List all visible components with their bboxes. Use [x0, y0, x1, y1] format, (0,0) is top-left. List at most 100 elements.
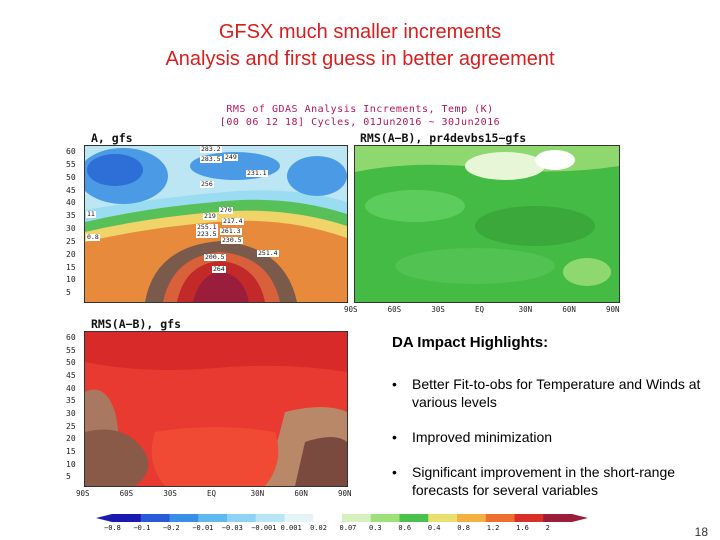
y-tick-label: 20	[66, 249, 76, 259]
colorbar-label: 0.001	[280, 524, 302, 532]
x-tick-label: 90N	[606, 305, 620, 314]
contour-label: 270	[219, 206, 233, 214]
y-tick-label: 25	[66, 421, 76, 431]
colorbar-label: −0.2	[162, 524, 180, 532]
colorbar-segment	[342, 514, 372, 522]
y-tick-label: 15	[66, 447, 76, 456]
highlights-box: DA Impact Highlights: • Better Fit-to-obs…	[392, 334, 712, 516]
highlight-bullet: • Significant improvement in the short-ra…	[392, 464, 676, 498]
colorbar-segment	[457, 514, 487, 522]
x-tick-label: 30S	[163, 489, 177, 498]
figure-header-line2: [00 06 12 18] Cycles, 01Jun2016 ~ 30Jun2…	[219, 117, 501, 128]
panel-c-plot	[84, 331, 348, 487]
colorbar-label: 0.6	[398, 524, 412, 532]
y-tick-label: 35	[66, 211, 76, 221]
colorbar-label: 1.6	[516, 524, 529, 532]
colorbar-label: −0.001	[251, 524, 277, 532]
colorbar-segment	[255, 514, 285, 522]
contour-label: 200.5	[204, 253, 226, 261]
y-tick-label: 55	[66, 345, 76, 355]
x-tick-label: 90N	[338, 489, 352, 498]
x-tick-label: 90S	[76, 489, 90, 498]
colorbar-segment	[428, 514, 458, 522]
y-tick-label: 5	[66, 288, 71, 298]
colorbar-right-arrow	[572, 514, 588, 522]
contour-label: 261.3	[220, 227, 242, 235]
colorbar-label: 0.3	[368, 524, 382, 532]
y-tick-label: 35	[66, 396, 76, 406]
x-tick-label: 60S	[387, 305, 402, 314]
colorbar-label: 1.2	[486, 524, 500, 532]
contour-label: 256	[200, 180, 214, 188]
colorbar-segment	[169, 514, 199, 522]
figure-header-line1: RMS of GDAS Analysis Increments, Temp (K…	[226, 104, 494, 115]
contour-label: 249	[224, 153, 238, 161]
y-tick-label: 15	[66, 262, 76, 272]
y-tick-label: 5	[66, 472, 71, 482]
contour-label: 231.1	[246, 169, 268, 177]
y-tick-label: 55	[66, 159, 76, 169]
colorbar-label: 0.8	[457, 524, 470, 532]
colorbar-segment	[112, 514, 142, 522]
contour-label: 0.8	[86, 233, 100, 241]
highlights-title: DA Impact Highlights:	[392, 334, 549, 351]
x-tick-label: 30N	[250, 489, 265, 498]
x-tick-label: 30S	[431, 305, 445, 314]
colorbar-segment	[485, 514, 515, 522]
y-tick-label: 20	[66, 434, 76, 444]
colorbar	[96, 514, 588, 522]
contour-label: 217.4	[222, 217, 244, 225]
panel-c-title: RMS(A−B), gfs	[91, 317, 182, 331]
y-tick-label: 60	[66, 333, 76, 342]
y-tick-label: 10	[66, 275, 76, 285]
contour-label: 283.5	[200, 155, 222, 163]
colorbar-segment	[140, 514, 170, 522]
contour-label: 219	[203, 212, 217, 220]
colorbar-segment	[514, 514, 544, 522]
highlight-bullet: • Improved minimization	[392, 429, 553, 445]
contour-label: 230.5	[221, 236, 243, 244]
y-tick-label: 30	[66, 409, 76, 418]
colorbar-label: 2	[545, 524, 550, 532]
x-tick-label: 60N	[294, 489, 308, 498]
colorbar-label: 0.07	[339, 524, 357, 532]
y-tick-label: 45	[66, 371, 76, 380]
colorbar-label: −0.8	[104, 524, 121, 532]
y-tick-label: 40	[66, 198, 76, 208]
colorbar-segment	[543, 514, 573, 522]
colorbar-label: −0.01	[192, 524, 214, 532]
x-tick-label: EQ	[207, 489, 217, 498]
highlight-bullet: • Better Fit-to-obs for Temperature and W…	[392, 376, 701, 410]
colorbar-segment	[313, 514, 343, 522]
colorbar-segment	[370, 514, 400, 522]
contour-label: 264	[212, 265, 226, 273]
page-number: 18	[694, 525, 708, 539]
panel-a-title: A, gfs	[91, 131, 133, 145]
contour-label: 11	[86, 210, 96, 218]
y-tick-label: 50	[66, 172, 76, 182]
x-tick-label: 60N	[562, 305, 576, 314]
colorbar-segment	[399, 514, 429, 522]
x-tick-label: 30N	[518, 305, 533, 314]
slide-title-line1: GFSX much smaller increments	[218, 21, 502, 43]
x-tick-label: 90S	[344, 305, 358, 314]
panel-b-plot	[354, 145, 620, 303]
colorbar-label: −0.03	[221, 524, 243, 532]
y-tick-label: 60	[66, 147, 76, 156]
colorbar-label: 0.02	[310, 524, 327, 532]
y-tick-label: 45	[66, 185, 76, 195]
panel-b-difference-map	[355, 146, 619, 302]
y-tick-label: 10	[66, 459, 76, 469]
colorbar-segment	[284, 514, 314, 522]
contour-label: 223.5	[196, 230, 218, 238]
y-tick-label: 50	[66, 358, 76, 368]
y-tick-label: 40	[66, 383, 76, 393]
panel-c-rms-map	[85, 332, 347, 486]
colorbar-label: −0.1	[133, 524, 151, 532]
y-tick-label: 25	[66, 236, 76, 246]
x-tick-label: EQ	[475, 305, 485, 314]
contour-label: 255.1	[196, 223, 218, 231]
panel-b-title: RMS(A−B), pr4devbs15−gfs	[360, 131, 527, 145]
contour-label: 251.4	[257, 249, 279, 257]
slide-title-line2: Analysis and first guess in better agree…	[165, 48, 555, 70]
